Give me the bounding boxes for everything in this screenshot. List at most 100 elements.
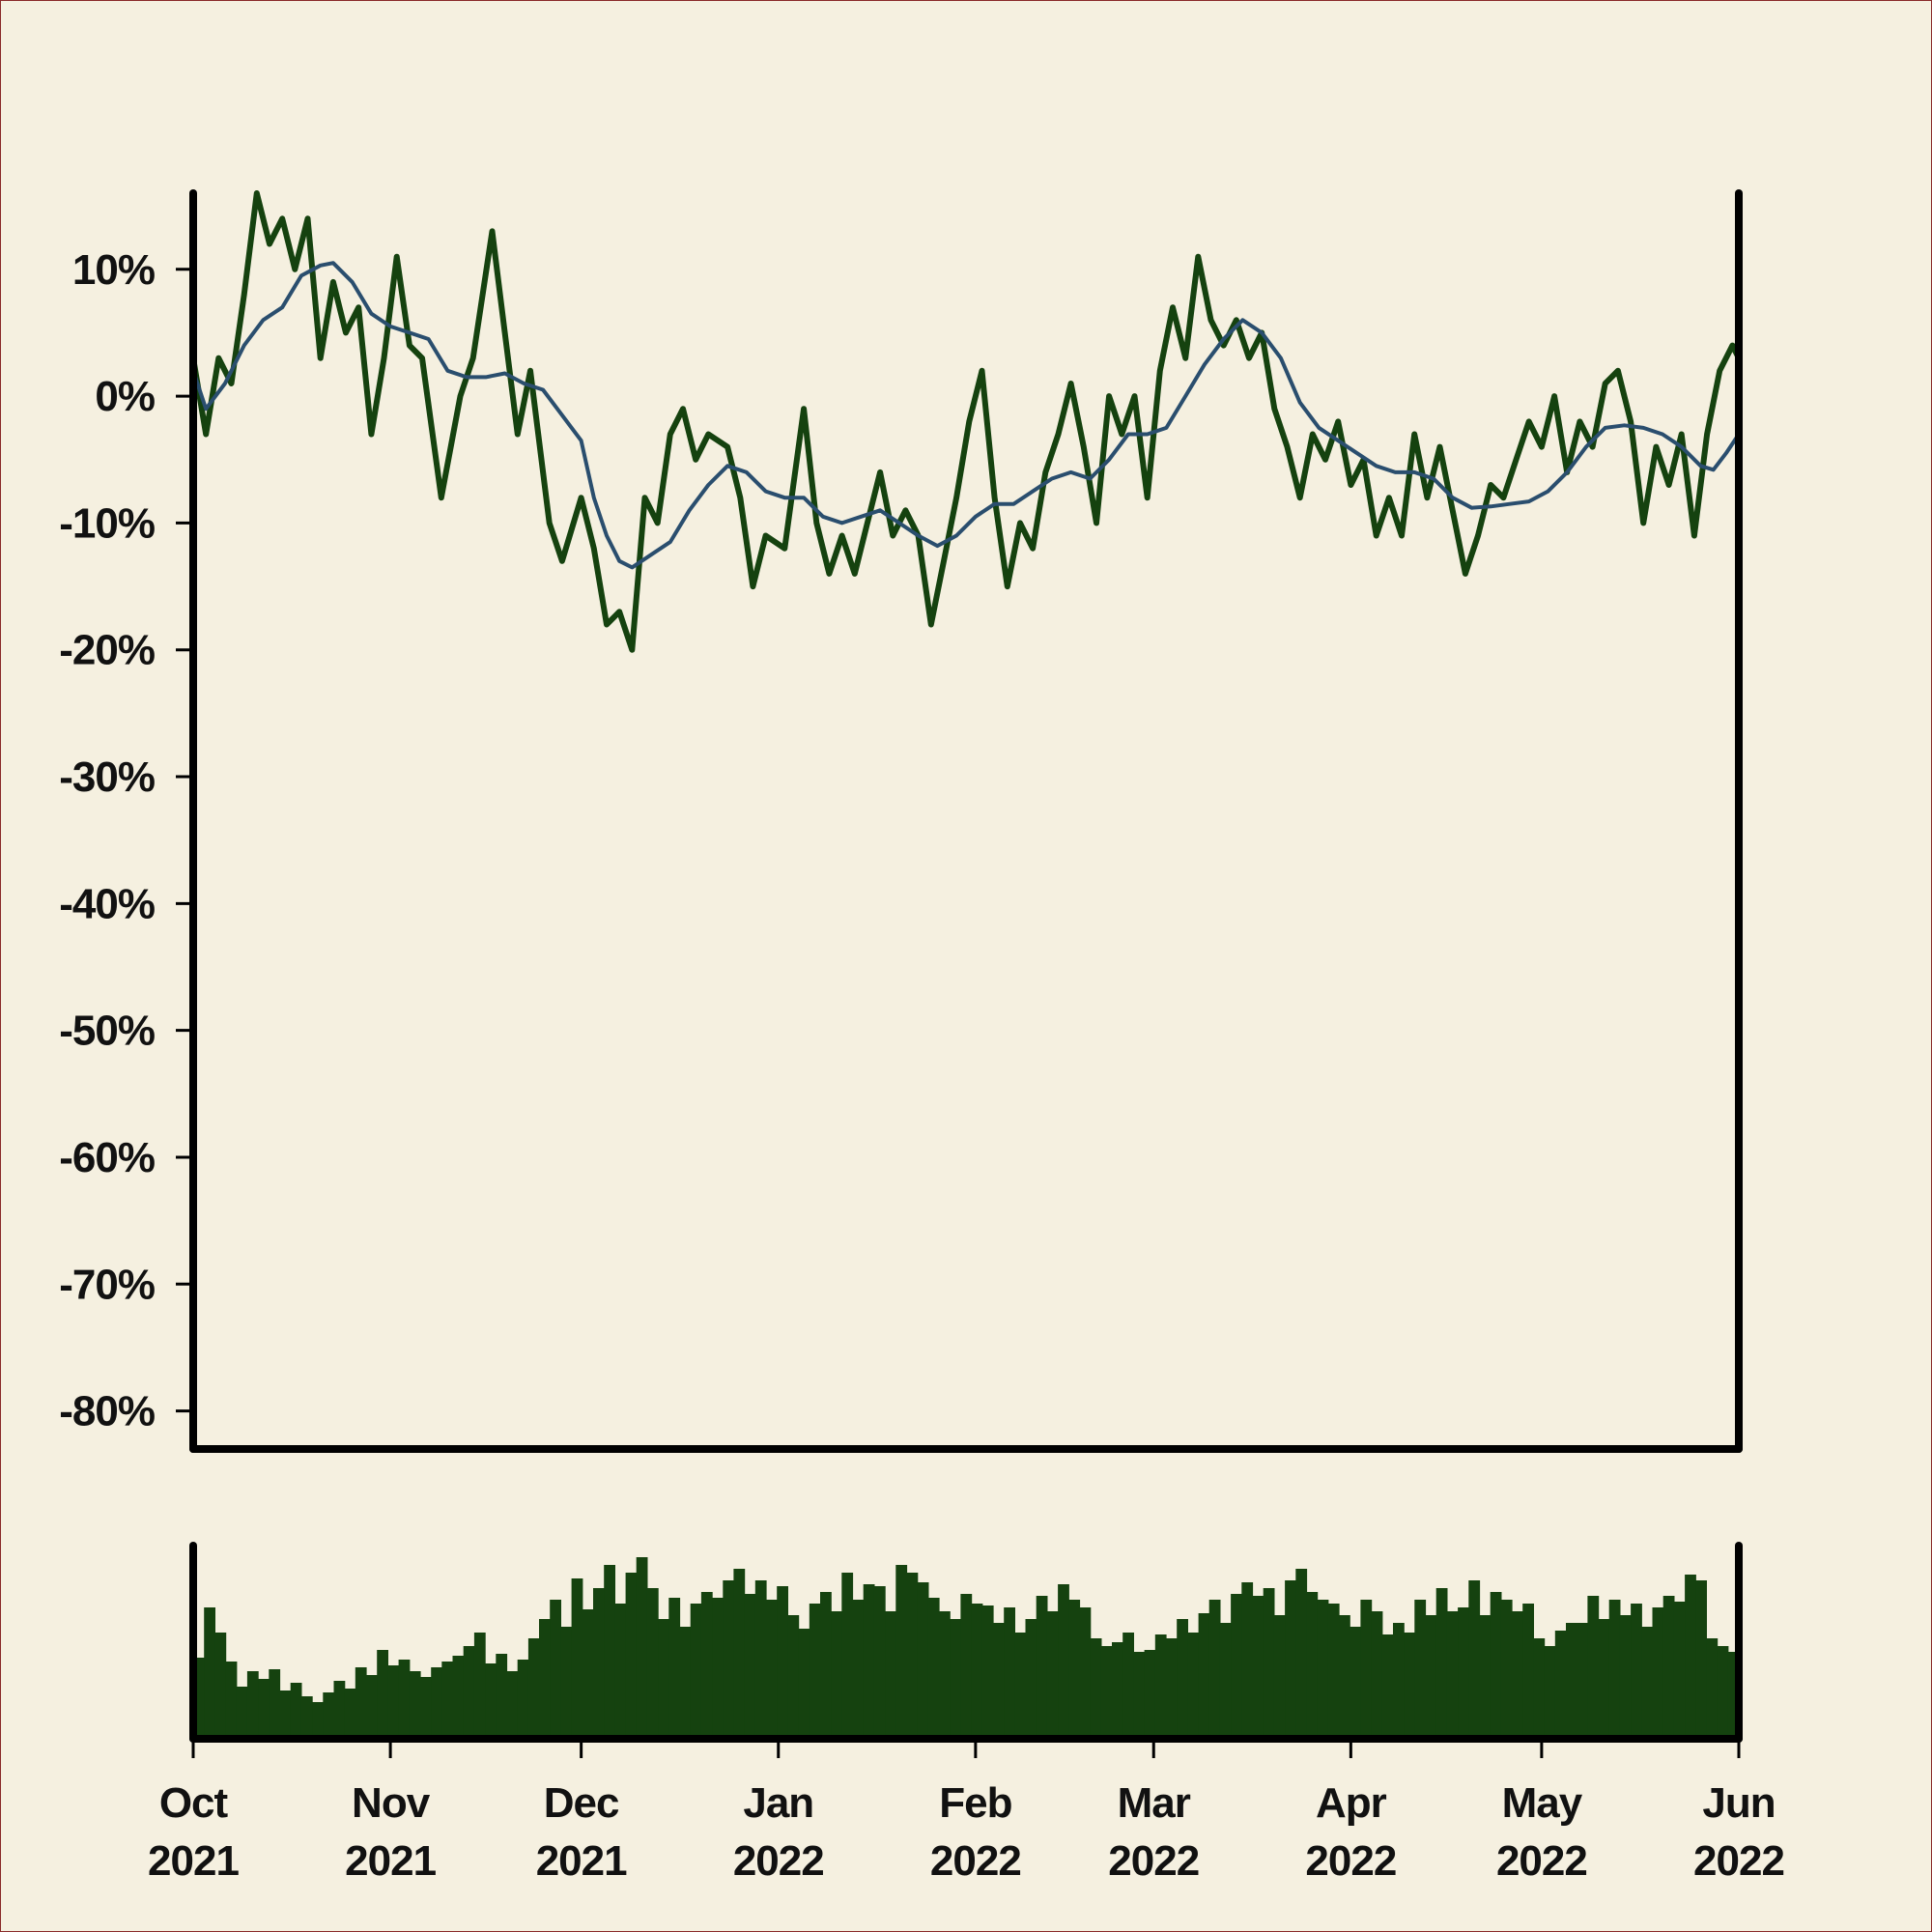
volume-bar (485, 1663, 497, 1739)
volume-bar (787, 1615, 800, 1739)
volume-bar (906, 1573, 919, 1739)
volume-bar (1490, 1592, 1502, 1739)
volume-bar (917, 1582, 929, 1739)
volume-bar (873, 1586, 886, 1739)
volume-bar (712, 1598, 724, 1739)
volume-bar (1154, 1634, 1167, 1739)
volume-bar (398, 1660, 411, 1739)
volume-bar (1285, 1580, 1296, 1739)
volume-bar (1295, 1569, 1308, 1739)
volume-bar (1695, 1580, 1707, 1739)
volume-bar (387, 1665, 400, 1739)
volume-bar (1177, 1619, 1188, 1739)
volume-bar (496, 1654, 508, 1739)
volume-bar (690, 1604, 702, 1739)
volume-bar (668, 1598, 681, 1739)
price-series-line (190, 190, 1742, 653)
volume-bar (1036, 1596, 1048, 1739)
volume-bar (1025, 1619, 1037, 1739)
volume-bar (1068, 1600, 1081, 1739)
volume-bar (269, 1669, 281, 1739)
volume-bar (1425, 1615, 1437, 1739)
x-tick-label-month: Jan (743, 1779, 813, 1827)
volume-bar (1608, 1600, 1621, 1739)
x-tick-label-month: Oct (159, 1779, 229, 1827)
volume-bar (420, 1677, 432, 1739)
volume-bar (1133, 1652, 1146, 1739)
volume-bar (355, 1667, 367, 1739)
volume-bar (1577, 1623, 1588, 1739)
y-tick-label: -30% (59, 753, 155, 801)
x-tick-label-year: 2022 (1693, 1837, 1784, 1885)
volume-bar (950, 1619, 961, 1739)
volume-bar (1673, 1602, 1686, 1739)
x-tick-label-month: May (1502, 1779, 1583, 1827)
volume-bar (798, 1629, 810, 1739)
volume-bar (1327, 1604, 1340, 1739)
x-tick-label-month: Feb (939, 1779, 1011, 1827)
volume-bar (1187, 1633, 1200, 1739)
volume-bar (1100, 1646, 1113, 1739)
y-tick-label: -20% (59, 627, 155, 674)
volume-bar (1273, 1615, 1286, 1739)
volume-bar (1112, 1642, 1123, 1739)
price-panel-axes (189, 189, 1743, 1453)
volume-bar (1446, 1611, 1459, 1739)
volume-bar (700, 1592, 713, 1739)
volume-bar (1435, 1588, 1448, 1739)
volume-bar (754, 1580, 767, 1739)
volume-bar (604, 1565, 615, 1739)
volume-bar (1360, 1600, 1373, 1739)
volume-bar (550, 1600, 561, 1739)
volume-bar (1652, 1607, 1664, 1739)
volume-bar (1122, 1633, 1134, 1739)
volume-bar (1554, 1631, 1567, 1739)
volume-bar (214, 1633, 227, 1739)
volume-bar (441, 1662, 454, 1739)
moving-average-line (191, 261, 1741, 570)
volume-bar (1208, 1600, 1221, 1739)
volume-bar (852, 1600, 865, 1739)
y-tick-label: -70% (59, 1261, 155, 1308)
volume-bar (1533, 1638, 1546, 1739)
volume-bar (506, 1671, 519, 1739)
volume-bar (1544, 1646, 1556, 1739)
volume-bar (279, 1690, 292, 1739)
volume-bar (517, 1660, 529, 1739)
volume-panel: Oct 2021 Nov 2021 Dec 2021 Jan 2022 Feb 2022 Mar 20… (148, 1542, 1785, 1885)
volume-bar (333, 1681, 346, 1739)
volume-bar (527, 1638, 540, 1739)
volume-bar (193, 1658, 205, 1739)
volume-bar (993, 1623, 1005, 1739)
volume-bar (831, 1611, 842, 1739)
volume-bar (841, 1573, 854, 1739)
volume-bar (1004, 1607, 1015, 1739)
volume-bar (1393, 1623, 1405, 1739)
volume-bar (1219, 1623, 1232, 1739)
volume-bar (1404, 1633, 1415, 1739)
volume-bar (1144, 1650, 1156, 1739)
volume-bar (258, 1679, 270, 1739)
volume-bar (1458, 1607, 1469, 1739)
volume-bar (1414, 1600, 1427, 1739)
volume-bar (204, 1607, 215, 1739)
x-tick-label-year: 2021 (536, 1837, 627, 1885)
volume-bar (1662, 1596, 1675, 1739)
volume-bar (431, 1667, 442, 1739)
volume-bar (1339, 1615, 1350, 1739)
volume-bar (1587, 1596, 1600, 1739)
volume-bar (1727, 1652, 1740, 1739)
volume-bar (777, 1586, 788, 1739)
volume-bar (1619, 1615, 1632, 1739)
y-tick-label: -50% (59, 1008, 155, 1055)
volume-bar (625, 1573, 638, 1739)
x-tick-label-year: 2022 (733, 1837, 824, 1885)
volume-bar (679, 1627, 692, 1739)
x-tick-label-month: Jun (1702, 1779, 1775, 1827)
volume-bar (1717, 1646, 1729, 1739)
volume-bar (885, 1611, 896, 1739)
x-tick-label-month: Mar (1118, 1779, 1191, 1827)
y-tick-label: 0% (95, 373, 155, 420)
volume-bar (473, 1633, 486, 1739)
volume-panel-axes (189, 1542, 1743, 1743)
